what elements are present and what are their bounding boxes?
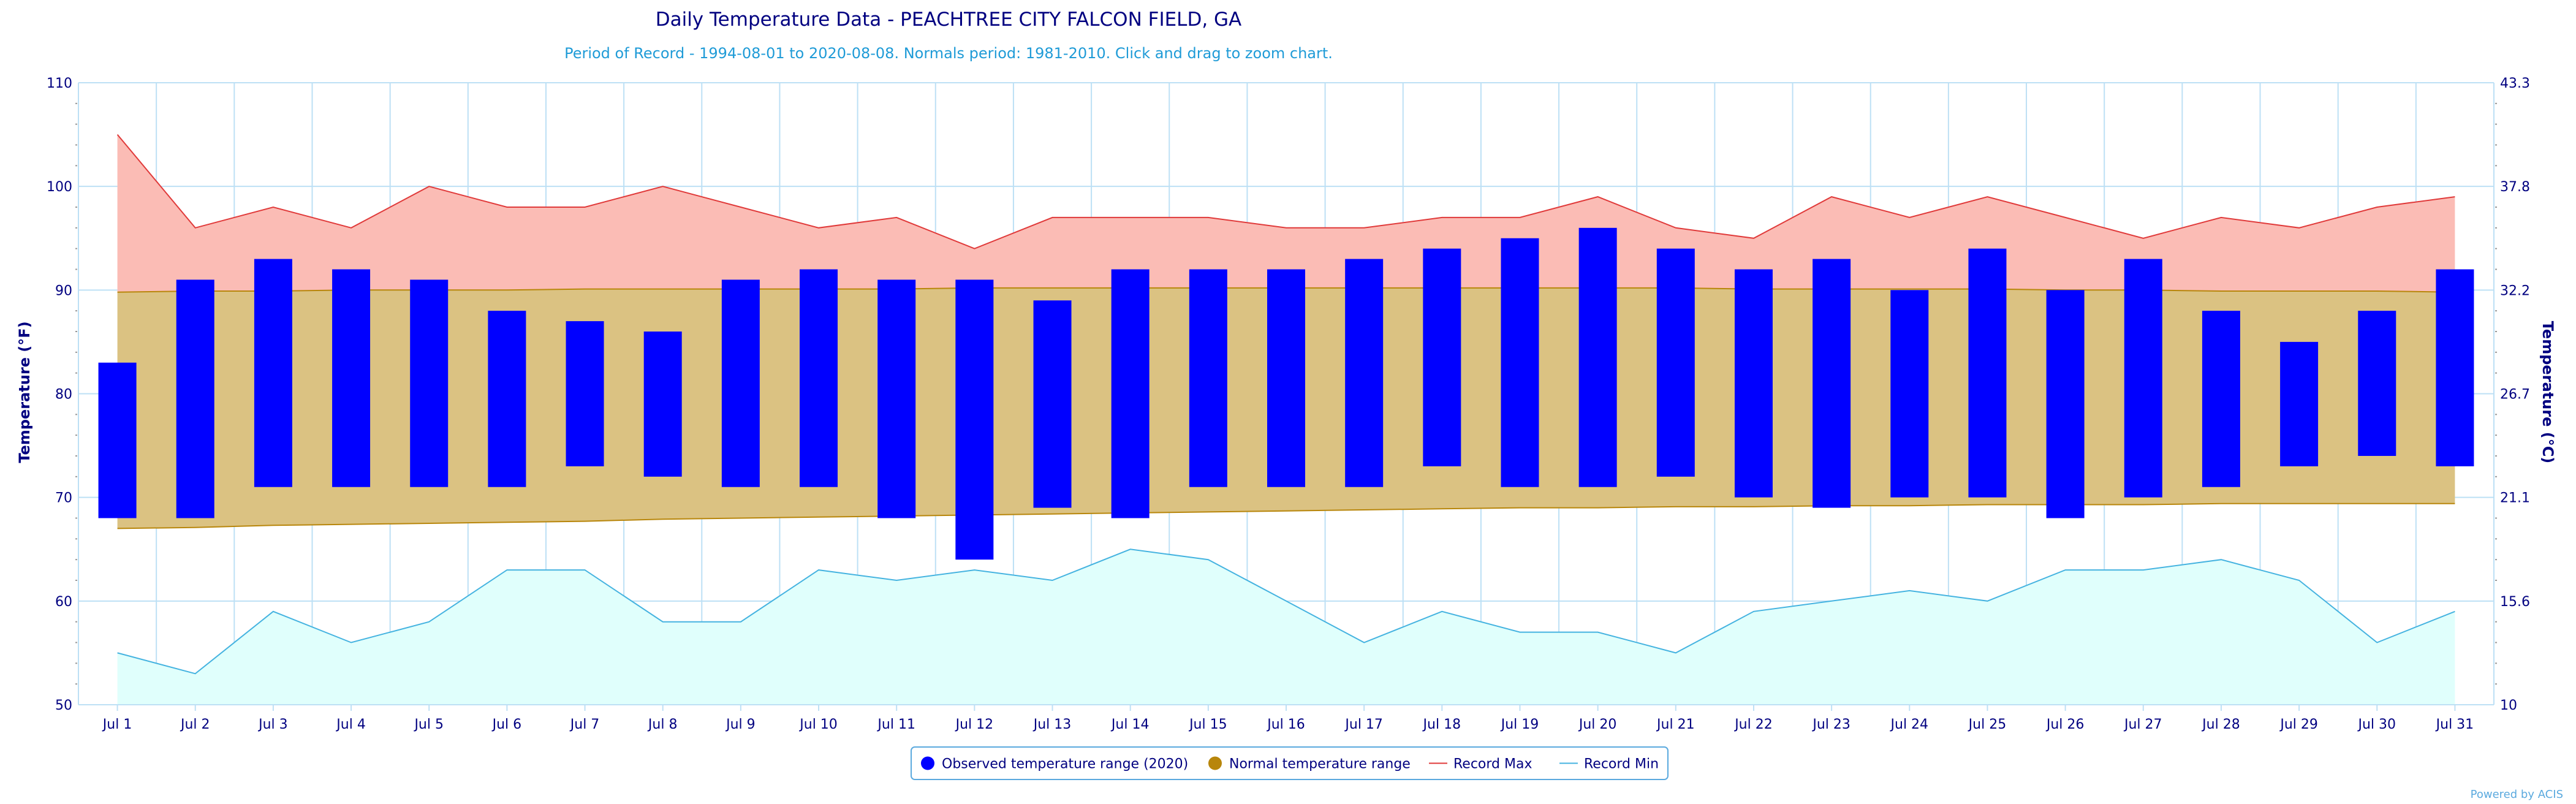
record-max-area: [117, 134, 2455, 292]
x-tick-label-jul-3: Jul 3: [257, 717, 288, 732]
y2-tick-label: 15.6: [2500, 594, 2530, 610]
observed-bar-jul-4[interactable]: [332, 269, 371, 487]
observed-bar-jul-1[interactable]: [98, 362, 137, 518]
legend-observed-marker: [921, 756, 934, 770]
x-tick-label-jul-14: Jul 14: [1110, 717, 1150, 732]
observed-bar-jul-9[interactable]: [721, 279, 760, 487]
credit-text[interactable]: Powered by ACIS: [2471, 788, 2563, 801]
observed-bar-jul-25[interactable]: [1968, 248, 2007, 498]
x-tick-label-jul-29: Jul 29: [2279, 717, 2318, 732]
legend-observed-label: Observed temperature range (2020): [942, 757, 1188, 772]
legend-record-max-label: Record Max: [1453, 757, 1532, 772]
y-tick-label: 80: [55, 387, 72, 403]
chart-subtitle: Period of Record - 1994-08-01 to 2020-08…: [564, 45, 1333, 62]
y-tick-label: 70: [55, 491, 72, 506]
observed-bar-jul-15[interactable]: [1189, 269, 1227, 487]
record-min-area: [117, 549, 2455, 705]
observed-bar-jul-3[interactable]: [254, 259, 292, 487]
x-tick-label-jul-6: Jul 6: [491, 717, 522, 732]
x-tick-label-jul-21: Jul 21: [1656, 717, 1695, 732]
x-tick-label-jul-19: Jul 19: [1500, 717, 1539, 732]
y2-tick-label: 43.3: [2500, 76, 2530, 91]
legend-normal-marker: [1208, 756, 1222, 770]
observed-bar-jul-21[interactable]: [1656, 248, 1695, 477]
record-min-line: [117, 548, 2455, 675]
x-tick-label-jul-5: Jul 5: [413, 717, 444, 732]
x-tick-label-jul-20: Jul 20: [1578, 717, 1617, 732]
observed-bar-jul-24[interactable]: [1890, 290, 1929, 498]
x-tick-label-jul-12: Jul 12: [955, 717, 994, 732]
observed-bar-jul-8[interactable]: [643, 332, 682, 477]
y-tick-label: 90: [55, 283, 72, 298]
x-tick-label-jul-16: Jul 16: [1266, 717, 1305, 732]
observed-bar-jul-16[interactable]: [1267, 269, 1305, 487]
x-tick-label-jul-28: Jul 28: [2201, 717, 2240, 732]
y2-tick-label: 32.2: [2500, 283, 2530, 298]
x-tick-label-jul-1: Jul 1: [102, 717, 132, 732]
y-tick-label: 110: [47, 76, 72, 91]
legend-normal[interactable]: Normal temperature range: [1208, 756, 1411, 772]
observed-bar-jul-7[interactable]: [566, 321, 604, 466]
x-tick-label-jul-22: Jul 22: [1733, 717, 1773, 732]
legend-normal-label: Normal temperature range: [1229, 757, 1411, 772]
x-tick-label-jul-26: Jul 26: [2045, 717, 2085, 732]
legend: Observed temperature range (2020) Normal …: [911, 746, 1669, 780]
legend-box: [911, 746, 1669, 780]
x-tick-label-jul-10: Jul 10: [798, 717, 838, 732]
y2-axis-label: Temperature (°C): [2539, 321, 2556, 464]
x-tick-label-jul-8: Jul 8: [647, 717, 678, 732]
legend-record-min-label: Record Min: [1584, 757, 1659, 772]
legend-observed[interactable]: Observed temperature range (2020): [921, 756, 1188, 772]
record-max-line: [116, 134, 2455, 249]
x-tick-label-jul-9: Jul 9: [725, 717, 756, 732]
observed-bar-jul-26[interactable]: [2046, 290, 2085, 518]
observed-bar-jul-18[interactable]: [1423, 248, 1461, 466]
observed-bar-jul-12[interactable]: [955, 279, 994, 560]
y-tick-label: 100: [47, 180, 72, 195]
x-tick-label-jul-17: Jul 17: [1344, 717, 1383, 732]
x-tick-label-jul-23: Jul 23: [1811, 717, 1851, 732]
x-tick-label-jul-11: Jul 11: [876, 717, 915, 732]
observed-bar-jul-23[interactable]: [1813, 259, 1851, 508]
y2-tick-label: 37.8: [2500, 180, 2530, 195]
observed-bar-jul-19[interactable]: [1501, 238, 1539, 487]
observed-bar-jul-20[interactable]: [1578, 227, 1617, 487]
observed-bar-jul-14[interactable]: [1111, 269, 1150, 518]
chart-title: Daily Temperature Data - PEACHTREE CITY …: [656, 9, 1242, 31]
y-tick-label: 60: [55, 594, 72, 610]
observed-bar-jul-27[interactable]: [2124, 259, 2162, 498]
x-tick-label-jul-27: Jul 27: [2123, 717, 2162, 732]
observed-bar-jul-29[interactable]: [2280, 341, 2319, 466]
observed-bar-jul-11[interactable]: [877, 279, 916, 518]
x-tick-label-jul-15: Jul 15: [1188, 717, 1227, 732]
y2-tick-label: 26.7: [2500, 387, 2530, 403]
x-tick-label-jul-7: Jul 7: [569, 717, 600, 732]
x-tick-label-jul-24: Jul 24: [1890, 717, 1929, 732]
observed-bar-jul-2[interactable]: [176, 279, 214, 518]
y2-tick-label: 21.1: [2500, 491, 2530, 506]
x-tick-label-jul-2: Jul 2: [180, 717, 210, 732]
legend-record-max[interactable]: Record Max: [1429, 757, 1532, 772]
x-tick-label-jul-4: Jul 4: [335, 717, 366, 732]
y-axis-label: Temperature (°F): [16, 321, 33, 463]
observed-bar-jul-17[interactable]: [1345, 259, 1384, 487]
observed-bar-jul-31[interactable]: [2436, 269, 2474, 466]
legend-record-min[interactable]: Record Min: [1559, 757, 1659, 772]
observed-bar-jul-10[interactable]: [800, 269, 838, 487]
x-tick-label-jul-30: Jul 30: [2357, 717, 2396, 732]
x-tick-label-jul-31: Jul 31: [2435, 717, 2474, 732]
x-tick-label-jul-18: Jul 18: [1422, 717, 1461, 732]
y2-tick-label: 10: [2500, 698, 2517, 713]
observed-bar-jul-28[interactable]: [2202, 311, 2240, 487]
observed-bar-jul-13[interactable]: [1033, 300, 1072, 508]
y-tick-label: 50: [55, 698, 72, 713]
observed-bar-jul-30[interactable]: [2358, 311, 2396, 456]
observed-bar-jul-22[interactable]: [1734, 269, 1773, 498]
x-tick-label-jul-13: Jul 13: [1032, 717, 1072, 732]
observed-bar-jul-6[interactable]: [488, 311, 526, 487]
observed-bar-jul-5[interactable]: [410, 279, 449, 487]
x-tick-label-jul-25: Jul 25: [1968, 717, 2007, 732]
